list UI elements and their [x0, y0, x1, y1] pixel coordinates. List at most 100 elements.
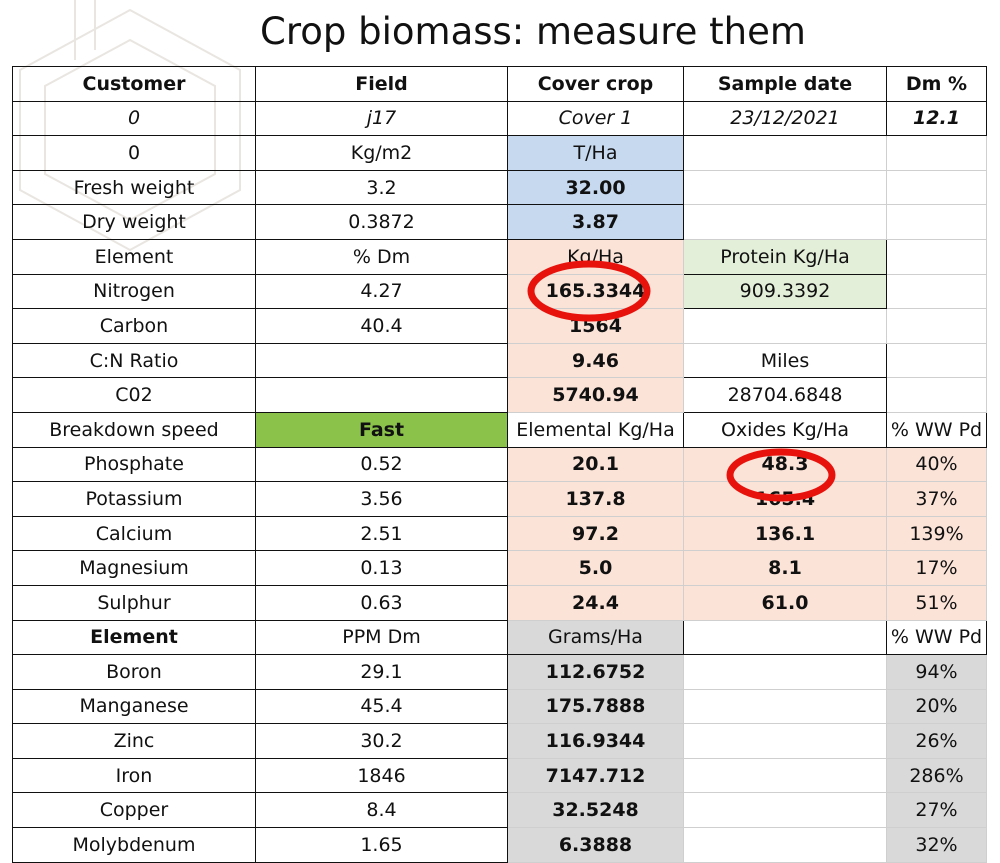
macro-elemental: 137.8 — [507, 481, 684, 517]
dry-weight-t-ha: 3.87 — [507, 204, 684, 240]
fresh-weight-kg-m2: 3.2 — [255, 169, 508, 206]
customer-value: 0 — [12, 100, 256, 137]
crop-biomass-table: Customer Field Cover crop Sample date Dm… — [12, 66, 987, 863]
co2-label: C02 — [12, 377, 256, 413]
dry-weight-kg-m2: 0.3872 — [255, 204, 508, 240]
units-row: 0 Kg/m2 T/Ha — [12, 135, 987, 171]
micro-header-row: Element PPM Dm Grams/Ha % WW Pd — [12, 619, 987, 656]
empty-cell — [683, 827, 887, 863]
cn-ratio-label: C:N Ratio — [12, 342, 256, 379]
percent-dm-label: % Dm — [255, 238, 508, 275]
empty-cell — [886, 308, 987, 344]
empty-cell — [886, 204, 987, 240]
field-value: j17 — [255, 100, 508, 137]
empty-cell — [255, 342, 508, 379]
sample-date-value: 23/12/2021 — [683, 100, 887, 137]
micro-ppm: 1.65 — [255, 827, 508, 863]
micro-grams: 32.5248 — [507, 792, 684, 829]
table-row: Boron 29.1 112.6752 94% — [12, 654, 987, 690]
micro-ppm: 45.4 — [255, 688, 508, 725]
micro-grams: 175.7888 — [507, 688, 684, 725]
macro-ww: 51% — [886, 584, 987, 621]
nitrogen-dm: 4.27 — [255, 273, 508, 310]
table-row: Magnesium 0.13 5.0 8.1 17% — [12, 550, 987, 586]
table-row: Iron 1846 7147.712 286% — [12, 757, 987, 794]
elemental-kg-ha-header: Elemental Kg/Ha — [507, 411, 684, 448]
table-header-row: Customer Field Cover crop Sample date Dm… — [12, 66, 987, 102]
empty-cell — [683, 135, 887, 171]
nitrogen-kg-ha: 165.3344 — [507, 273, 684, 310]
cover-crop-value: Cover 1 — [507, 100, 684, 137]
cover-crop-header: Cover crop — [507, 66, 684, 102]
carbon-label: Carbon — [12, 308, 256, 344]
fresh-weight-t-ha: 32.00 — [507, 169, 684, 206]
table-row: Phosphate 0.52 20.1 48.3 40% — [12, 446, 987, 483]
empty-cell — [683, 757, 887, 794]
kg-ha-label: Kg/Ha — [507, 238, 684, 275]
breakdown-speed-value: Fast — [255, 411, 508, 448]
macro-oxides: 8.1 — [683, 550, 887, 586]
protein-kg-ha-label: Protein Kg/Ha — [683, 238, 887, 275]
macro-oxides: 48.3 — [683, 446, 887, 483]
miles-value: 28704.6848 — [683, 377, 887, 413]
empty-cell — [683, 308, 887, 344]
empty-cell — [886, 377, 987, 413]
macro-ww: 37% — [886, 481, 987, 517]
macro-name: Calcium — [12, 515, 256, 552]
micro-ppm: 8.4 — [255, 792, 508, 829]
empty-cell — [886, 135, 987, 171]
empty-cell — [683, 169, 887, 206]
units-label: 0 — [12, 135, 256, 171]
micro-ww: 26% — [886, 723, 987, 759]
cn-ratio-row: C:N Ratio 9.46 Miles — [12, 342, 987, 379]
empty-cell — [683, 204, 887, 240]
dm-percent-value: 12.1 — [886, 100, 987, 137]
co2-row: C02 5740.94 28704.6848 — [12, 377, 987, 413]
empty-cell — [255, 377, 508, 413]
table-row: Calcium 2.51 97.2 136.1 139% — [12, 515, 987, 552]
macro-oxides: 165.4 — [683, 481, 887, 517]
empty-cell — [683, 654, 887, 690]
macro-elemental: 20.1 — [507, 446, 684, 483]
grams-ha-label: Grams/Ha — [507, 619, 684, 656]
micro-name: Zinc — [12, 723, 256, 759]
macro-dm: 3.56 — [255, 481, 508, 517]
empty-cell — [886, 273, 987, 310]
macro-ww: 40% — [886, 446, 987, 483]
breakdown-speed-label: Breakdown speed — [12, 411, 256, 448]
micro-ppm: 30.2 — [255, 723, 508, 759]
micro-name: Manganese — [12, 688, 256, 725]
micro-name: Copper — [12, 792, 256, 829]
field-header: Field — [255, 66, 508, 102]
empty-cell — [683, 792, 887, 829]
empty-cell — [683, 688, 887, 725]
carbon-kg-ha: 1564 — [507, 308, 684, 344]
empty-cell — [886, 238, 987, 275]
micro-ww: 20% — [886, 688, 987, 725]
fresh-weight-row: Fresh weight 3.2 32.00 — [12, 169, 987, 206]
carbon-dm: 40.4 — [255, 308, 508, 344]
micro-grams: 116.9344 — [507, 723, 684, 759]
table-row: Potassium 3.56 137.8 165.4 37% — [12, 481, 987, 517]
table-row: Manganese 45.4 175.7888 20% — [12, 688, 987, 725]
macro-oxides: 136.1 — [683, 515, 887, 552]
customer-header: Customer — [12, 66, 256, 102]
macro-ww: 17% — [886, 550, 987, 586]
micro-ppm: 29.1 — [255, 654, 508, 690]
nitrogen-label: Nitrogen — [12, 273, 256, 310]
micro-name: Iron — [12, 757, 256, 794]
table-row: Molybdenum 1.65 6.3888 32% — [12, 827, 987, 863]
table-row: Zinc 30.2 116.9344 26% — [12, 723, 987, 759]
info-row: 0 j17 Cover 1 23/12/2021 12.1 — [12, 100, 987, 137]
macro-name: Magnesium — [12, 550, 256, 586]
table-row: Copper 8.4 32.5248 27% — [12, 792, 987, 829]
units-t-ha: T/Ha — [507, 135, 684, 171]
macro-elemental: 97.2 — [507, 515, 684, 552]
empty-cell — [683, 619, 887, 656]
co2-value: 5740.94 — [507, 377, 684, 413]
ww-pd-header: % WW Pd — [886, 411, 987, 448]
macro-dm: 0.52 — [255, 446, 508, 483]
macro-dm: 2.51 — [255, 515, 508, 552]
miles-label: Miles — [683, 342, 887, 379]
macro-name: Potassium — [12, 481, 256, 517]
